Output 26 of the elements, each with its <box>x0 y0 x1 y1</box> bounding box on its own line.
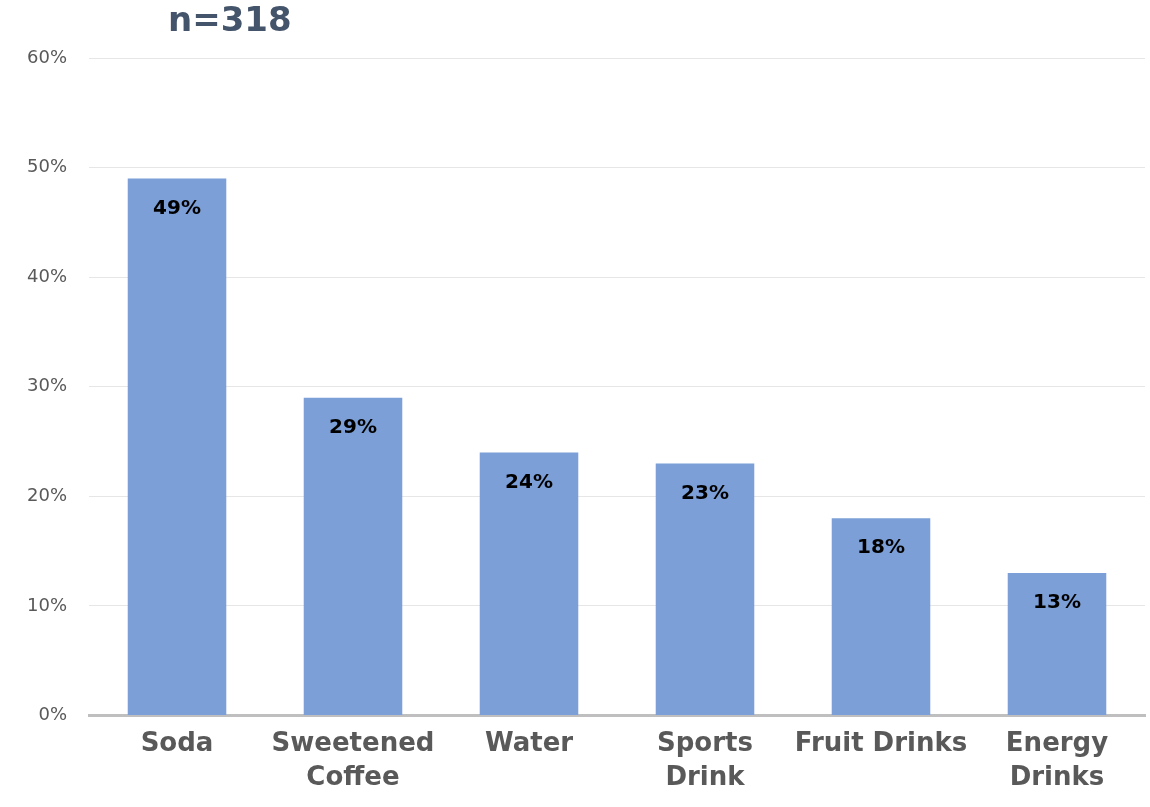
y-tick-label: 30% <box>26 374 68 396</box>
data-label: 24% <box>505 468 553 493</box>
y-tick-label: 0% <box>38 703 68 725</box>
x-tick-label: Energy Drinks <box>1005 727 1109 791</box>
bar <box>831 518 931 715</box>
data-label: 29% <box>329 413 377 438</box>
x-tick-label: Fruit Drinks <box>794 727 968 758</box>
data-label: 23% <box>681 479 729 504</box>
data-label: 18% <box>857 534 905 559</box>
y-tick-label: 40% <box>26 264 68 286</box>
x-tick-label: Sweetened Coffee <box>271 727 435 791</box>
bar <box>655 463 755 715</box>
chart-title: n=318 <box>168 0 292 39</box>
y-tick-label: 20% <box>26 483 68 505</box>
data-label: 13% <box>1033 589 1081 614</box>
x-tick-label: Water <box>484 727 574 758</box>
bar <box>303 397 403 715</box>
y-tick-label: 10% <box>26 593 68 615</box>
bar <box>479 452 579 715</box>
x-tick-label: Soda <box>140 727 214 758</box>
data-label: 49% <box>153 194 201 219</box>
bar <box>127 178 227 715</box>
x-tick-label: Sports Drink <box>657 727 753 791</box>
y-tick-label: 60% <box>26 45 68 67</box>
y-tick-label: 50% <box>26 155 68 177</box>
bar <box>1007 572 1107 715</box>
